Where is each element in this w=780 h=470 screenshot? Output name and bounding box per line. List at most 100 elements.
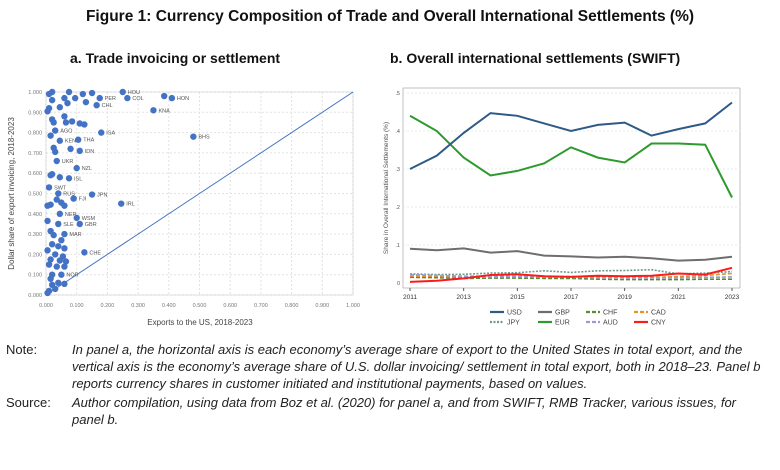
scatter-point xyxy=(58,236,65,244)
scatter-point xyxy=(44,289,51,297)
scatter-point xyxy=(96,94,103,102)
scatter-point xyxy=(45,261,53,268)
panel-b-title: b. Overall international settlements (SW… xyxy=(390,50,681,66)
scatter-point xyxy=(73,214,80,222)
source-label: Source: xyxy=(6,395,51,410)
x-tick-label-b: 2019 xyxy=(617,294,632,301)
x-tick-label-a: 0.500 xyxy=(193,303,207,309)
scatter-point xyxy=(190,133,197,140)
scatter-point xyxy=(61,263,68,270)
y-tick-label-b: .5 xyxy=(395,91,400,97)
legend-label-jpy: JPY xyxy=(507,320,520,327)
scatter-point xyxy=(61,113,68,120)
charts-svg: 0.000 0.100 0.200 0.300 0.400 0.500 0.600 0.700… xyxy=(7,87,741,327)
legend-label-eur: EUR xyxy=(555,320,570,327)
scatter-point xyxy=(56,137,64,144)
scatter-point xyxy=(47,172,54,179)
point-label: SWT xyxy=(54,185,67,191)
panel-a-title: a. Trade invoicing or settlement xyxy=(70,50,281,66)
x-tick-label-b: 2021 xyxy=(671,294,686,301)
y-tick-label-a: 0.800 xyxy=(28,131,42,137)
y-tick-label-b: .3 xyxy=(395,167,400,173)
scatter-point xyxy=(71,94,79,102)
y-axis-label-a: Dollar share of export invoicing, 2018-2… xyxy=(7,117,16,270)
scatter-point xyxy=(118,200,125,207)
series-line-cny xyxy=(409,266,733,283)
scatter-point xyxy=(73,164,80,172)
scatter-point xyxy=(44,108,51,115)
point-label: BHS xyxy=(198,135,210,141)
scatter-point xyxy=(62,119,70,126)
scatter-point xyxy=(56,257,64,264)
legend-label-gbp: GBP xyxy=(555,310,570,317)
scatter-point xyxy=(45,184,53,191)
scatter-point xyxy=(50,119,57,126)
point-label: KEN xyxy=(65,139,76,145)
series-line-gbp xyxy=(409,247,733,262)
series-line-jpy xyxy=(409,268,733,276)
scatter-point xyxy=(68,118,76,125)
point-label: CHE xyxy=(89,250,101,256)
x-tick-label-b: 2011 xyxy=(403,294,417,301)
x-tick-label-a: 0.100 xyxy=(70,303,84,309)
scatter-point xyxy=(62,258,70,265)
x-tick-label-b: 2015 xyxy=(510,294,525,301)
scatter-point xyxy=(48,96,56,104)
scatter-point xyxy=(168,94,176,102)
point-label: RUS xyxy=(63,192,75,198)
y-tick-label-a: 0.300 xyxy=(28,232,42,238)
figure-title: Figure 1: Currency Composition of Trade … xyxy=(85,8,695,25)
y-tick-label-a: 1.000 xyxy=(28,90,42,96)
scatter-point xyxy=(61,280,68,288)
y-tick-label-a: 0.700 xyxy=(28,151,42,157)
scatter-point xyxy=(88,191,96,198)
x-tick-label-a: 0.200 xyxy=(101,303,115,309)
legend-label-usd: USD xyxy=(507,310,522,317)
y-tick-label-b: .2 xyxy=(395,205,400,211)
scatter-point xyxy=(119,88,126,96)
scatter-point xyxy=(56,104,64,111)
scatter-point xyxy=(55,243,62,250)
scatter-point xyxy=(44,217,51,225)
y-tick-label-a: 0.600 xyxy=(28,171,42,177)
scatter-point xyxy=(47,275,54,282)
legend-label-aud: AUD xyxy=(603,320,618,327)
scatter-point xyxy=(67,145,74,153)
plot-area-a xyxy=(45,91,354,296)
point-label: SLE xyxy=(63,222,74,228)
point-label: NZL xyxy=(82,166,92,172)
scatter-point xyxy=(52,285,59,293)
point-label: FJI xyxy=(79,197,87,203)
scatter-point xyxy=(50,231,57,239)
point-label: UKR xyxy=(62,159,74,165)
series-line-eur xyxy=(409,114,733,198)
scatter-point xyxy=(61,202,68,209)
point-label: ISA xyxy=(106,131,115,137)
point-label: COL xyxy=(132,96,143,102)
x-tick-label-a: 0.000 xyxy=(39,303,53,309)
scatter-point xyxy=(81,121,88,128)
scatter-point xyxy=(82,98,90,106)
y-tick-label-a: 0.200 xyxy=(28,252,42,258)
scatter-point xyxy=(61,230,68,238)
scatter-point xyxy=(52,148,59,156)
note-text: In panel a, the horizontal axis is each … xyxy=(72,342,761,391)
plot-area-b xyxy=(402,87,741,289)
scatter-point xyxy=(93,101,100,109)
y-axis-label-b: Share in Overall International Settlemen… xyxy=(383,122,390,254)
scatter-point xyxy=(53,263,60,270)
point-label: AGO xyxy=(60,129,73,135)
y-tick-label-a: 0.500 xyxy=(28,192,42,198)
scatter-point xyxy=(76,220,83,228)
source-text: Author compilation, using data from Boz … xyxy=(72,395,737,427)
point-label: HON xyxy=(177,96,189,102)
x-tick-label-a: 0.600 xyxy=(223,303,237,309)
scatter-point xyxy=(47,201,54,208)
y-tick-label-b: .4 xyxy=(395,129,400,135)
scatter-point xyxy=(44,247,51,254)
point-label: HOU xyxy=(128,90,140,96)
x-tick-label-a: 0.900 xyxy=(315,303,329,309)
point-label: KNA xyxy=(158,108,170,114)
scatter-point xyxy=(47,132,54,139)
